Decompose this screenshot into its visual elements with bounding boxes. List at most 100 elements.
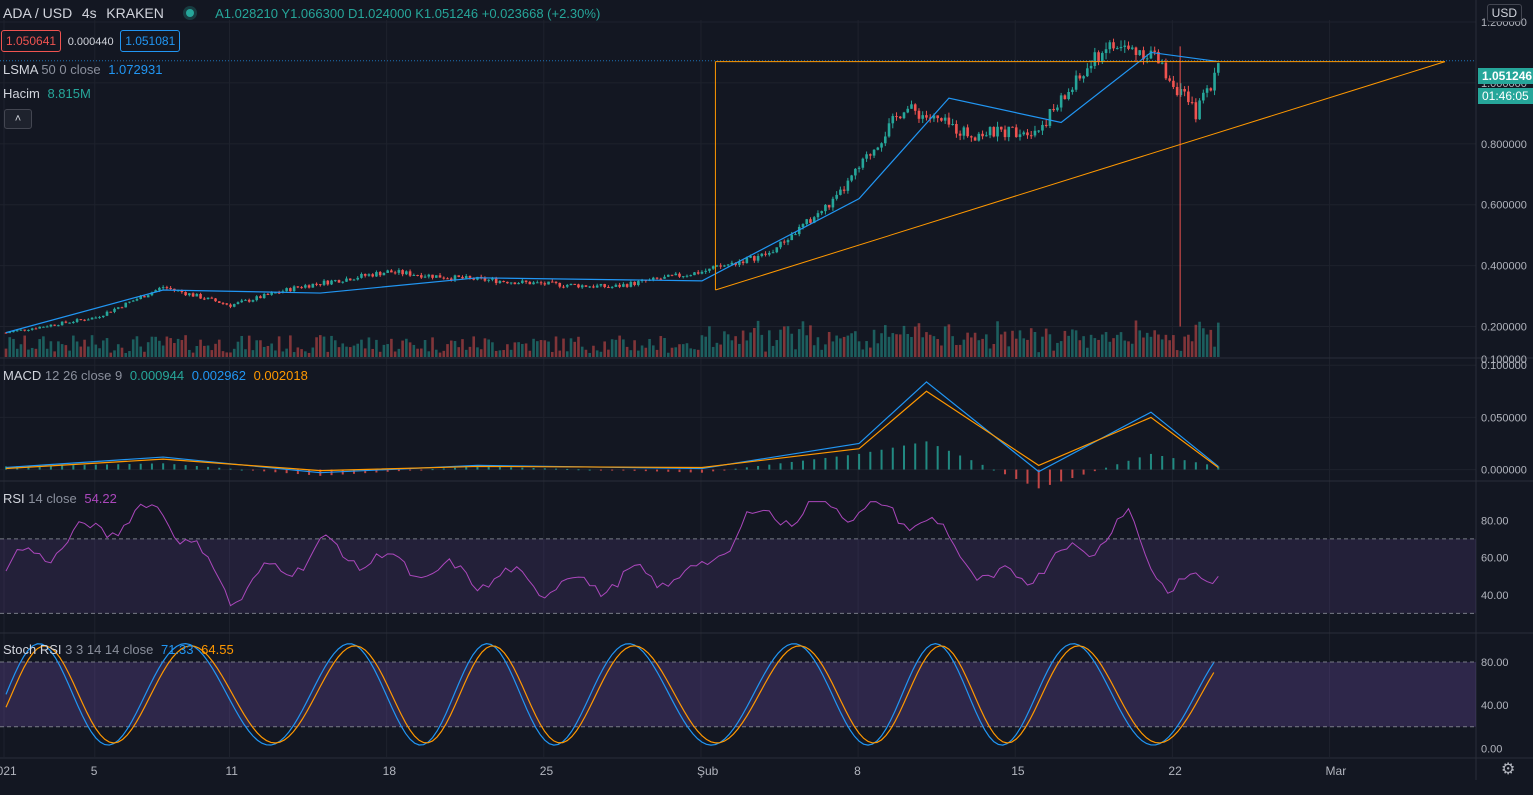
macd-histogram-bar bbox=[251, 469, 254, 471]
volume-bar bbox=[180, 340, 184, 357]
candle-body bbox=[723, 265, 726, 267]
candle-body bbox=[203, 298, 206, 300]
macd-histogram-bar bbox=[757, 465, 760, 470]
volume-bar bbox=[8, 337, 12, 357]
candle-body bbox=[618, 284, 621, 287]
volume-bar bbox=[1142, 337, 1145, 357]
volume-bar bbox=[764, 351, 767, 357]
candle-body bbox=[711, 266, 715, 269]
sell-button[interactable]: 1.050641 bbox=[1, 30, 62, 52]
volume-bar bbox=[820, 349, 823, 357]
volume-bar bbox=[1033, 332, 1037, 357]
volume-bar bbox=[753, 328, 756, 357]
volume-bar bbox=[259, 340, 262, 357]
candle-body bbox=[431, 274, 434, 278]
candle-body bbox=[1078, 75, 1082, 79]
candle-body bbox=[898, 116, 902, 119]
candle-body bbox=[782, 241, 786, 243]
candle-body bbox=[730, 262, 734, 265]
candle-body bbox=[375, 272, 378, 277]
volume-bar bbox=[633, 340, 636, 357]
volume-bar bbox=[565, 351, 569, 357]
volume-bar bbox=[857, 341, 861, 357]
volume-bar bbox=[45, 348, 49, 357]
volume-bar bbox=[1093, 338, 1097, 357]
triangle-pattern[interactable] bbox=[714, 61, 1446, 291]
macd-histogram-bar bbox=[465, 467, 468, 470]
candle-body bbox=[109, 311, 113, 313]
candle-body bbox=[906, 108, 910, 113]
volume-bar bbox=[1115, 334, 1119, 357]
symbol-legend[interactable]: ADA / USD 4s KRAKEN A1.028210 Y1.066300 … bbox=[3, 5, 600, 22]
candle-body bbox=[992, 127, 996, 137]
volume-bar bbox=[681, 344, 685, 357]
volume-bar bbox=[584, 349, 588, 357]
volume-bar bbox=[1063, 330, 1067, 357]
candle-body bbox=[936, 115, 939, 119]
macd-histogram-bar bbox=[139, 463, 142, 470]
lsma-legend[interactable]: LSMA 50 0 close 1.072931 bbox=[3, 62, 162, 78]
stoch-legend[interactable]: Stoch RSI 3 3 14 14 close 71.33 64.55 bbox=[3, 642, 234, 658]
volume-bar bbox=[786, 326, 790, 357]
volume-bar bbox=[569, 338, 573, 357]
macd-signal-line bbox=[5, 390, 1219, 472]
candle-body bbox=[962, 127, 966, 136]
candle-body bbox=[835, 194, 838, 199]
candle-body bbox=[1164, 62, 1168, 79]
candle-body bbox=[689, 275, 693, 277]
volume-bar bbox=[1134, 320, 1138, 357]
volume-bar bbox=[883, 325, 887, 357]
candle-body bbox=[1041, 124, 1044, 131]
candle-body bbox=[584, 285, 588, 287]
volume-bar bbox=[648, 338, 651, 357]
volume-bar bbox=[296, 347, 300, 357]
candle-body bbox=[12, 331, 15, 333]
candle-body bbox=[408, 271, 412, 276]
volume-bar bbox=[756, 320, 760, 357]
market-status-icon bbox=[185, 9, 194, 17]
candle-body bbox=[1067, 91, 1070, 100]
candle-body bbox=[539, 282, 543, 284]
ohlc-low: D1.024000 bbox=[347, 6, 412, 21]
volume-bar bbox=[625, 346, 629, 357]
candle-body bbox=[599, 284, 603, 286]
volume-bar bbox=[247, 335, 251, 357]
candle-body bbox=[1003, 129, 1007, 138]
gear-icon[interactable]: ⚙ bbox=[1501, 761, 1516, 778]
volume-bar bbox=[57, 341, 60, 357]
volume-bar bbox=[775, 340, 779, 357]
interval-label[interactable]: 4s bbox=[81, 5, 97, 21]
candle-body bbox=[1119, 46, 1123, 49]
candle-body bbox=[468, 276, 472, 278]
volume-bar bbox=[135, 336, 139, 357]
macd-histogram-bar bbox=[521, 467, 524, 470]
rsi-legend[interactable]: RSI 14 close 54.22 bbox=[3, 491, 117, 507]
volume-bar bbox=[562, 338, 565, 357]
volume-bar bbox=[1198, 321, 1201, 357]
currency-button[interactable]: USD bbox=[1486, 4, 1522, 22]
buy-button[interactable]: 1.051081 bbox=[120, 30, 181, 52]
volume-bar bbox=[304, 351, 307, 357]
collapse-legend-button[interactable]: ˄ bbox=[4, 109, 32, 129]
candle-body bbox=[442, 277, 446, 279]
symbol-name[interactable]: ADA / USD bbox=[3, 5, 73, 21]
candle-body bbox=[749, 256, 752, 258]
price-axis[interactable]: 1.2000001.0000000.8000000.6000000.400000… bbox=[1481, 17, 1527, 755]
macd-legend[interactable]: MACD 12 26 close 9 0.000944 0.002962 0.0… bbox=[3, 368, 308, 384]
volume-bar bbox=[184, 335, 187, 357]
volume-legend[interactable]: Hacim 8.815M bbox=[3, 86, 91, 102]
macd-histogram-bar bbox=[431, 469, 434, 471]
stoch-name: Stoch RSI bbox=[3, 642, 62, 657]
candle-body bbox=[562, 286, 565, 288]
time-axis[interactable]: 2021 5 11 18 25 Şub 8 15 22 Mar bbox=[0, 764, 1346, 778]
macd-histogram-bar bbox=[599, 469, 602, 471]
macd-histogram-bar bbox=[476, 466, 479, 470]
volume-bar bbox=[640, 345, 644, 357]
volume-bar bbox=[558, 350, 562, 357]
volume-bar bbox=[1130, 343, 1134, 357]
candle-body bbox=[1157, 51, 1160, 64]
volume-bar bbox=[375, 339, 378, 357]
volume-bar bbox=[973, 332, 977, 357]
